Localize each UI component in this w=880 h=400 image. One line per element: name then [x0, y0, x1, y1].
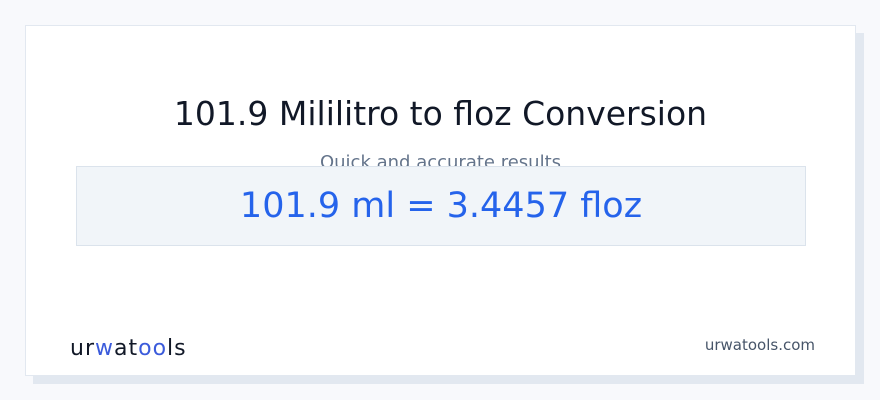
conversion-card: 101.9 Mililitro to floz Conversion Quick… [25, 25, 856, 376]
conversion-result: 101.9 ml = 3.4457 floz [76, 166, 806, 246]
logo-part: ls [167, 336, 187, 361]
logo-part: oo [138, 336, 168, 361]
logo-part: w [95, 336, 114, 361]
page-title: 101.9 Mililitro to floz Conversion [173, 94, 708, 133]
logo-part: at [114, 336, 139, 361]
logo-part: ur [70, 336, 95, 361]
site-link[interactable]: urwatools.com [704, 336, 815, 354]
urwatools-logo[interactable]: urwatools [70, 336, 187, 361]
